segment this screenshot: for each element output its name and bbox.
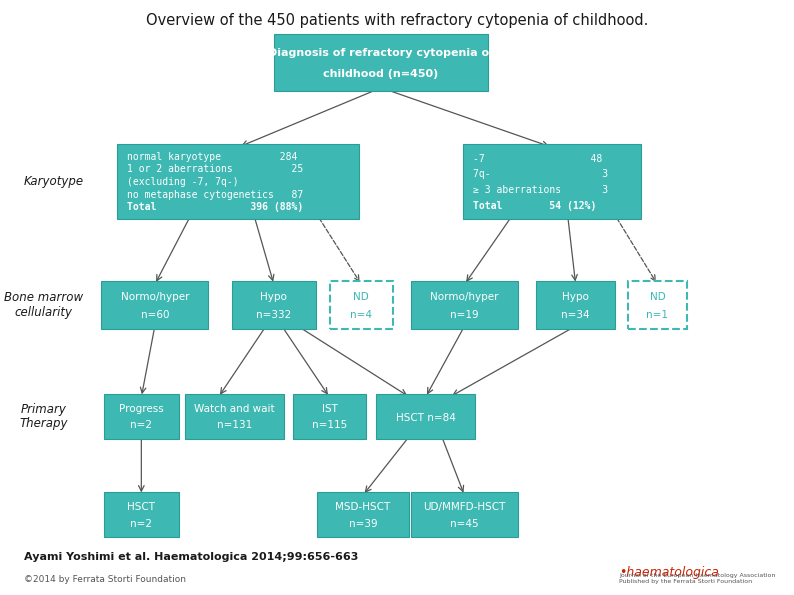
FancyBboxPatch shape bbox=[103, 493, 179, 537]
Text: Diagnosis of refractory cytopenia of: Diagnosis of refractory cytopenia of bbox=[268, 48, 494, 58]
FancyBboxPatch shape bbox=[411, 493, 518, 537]
Text: MSD-HSCT: MSD-HSCT bbox=[335, 502, 391, 512]
Text: 1 or 2 aberrations          25: 1 or 2 aberrations 25 bbox=[127, 164, 303, 174]
Text: IST: IST bbox=[322, 404, 337, 414]
FancyBboxPatch shape bbox=[102, 281, 208, 329]
FancyBboxPatch shape bbox=[627, 281, 687, 329]
Text: n=332: n=332 bbox=[256, 310, 291, 320]
Text: Hypo: Hypo bbox=[562, 292, 589, 302]
FancyBboxPatch shape bbox=[118, 144, 359, 219]
Text: n=1: n=1 bbox=[646, 310, 669, 320]
Text: childhood (n=450): childhood (n=450) bbox=[323, 69, 439, 79]
Text: 7q-                   3: 7q- 3 bbox=[472, 170, 608, 180]
Text: n=115: n=115 bbox=[312, 420, 347, 430]
Text: Hypo: Hypo bbox=[260, 292, 287, 302]
Text: Normo/hyper: Normo/hyper bbox=[430, 292, 499, 302]
FancyBboxPatch shape bbox=[411, 281, 518, 329]
Text: n=2: n=2 bbox=[130, 420, 152, 430]
Text: Overview of the 450 patients with refractory cytopenia of childhood.: Overview of the 450 patients with refrac… bbox=[146, 13, 648, 28]
Text: normal karyotype          284: normal karyotype 284 bbox=[127, 152, 298, 162]
FancyBboxPatch shape bbox=[232, 281, 315, 329]
Text: Karyotype: Karyotype bbox=[24, 175, 84, 188]
FancyBboxPatch shape bbox=[184, 394, 283, 439]
Text: Normo/hyper: Normo/hyper bbox=[121, 292, 189, 302]
FancyBboxPatch shape bbox=[330, 281, 393, 329]
FancyBboxPatch shape bbox=[293, 394, 366, 439]
FancyBboxPatch shape bbox=[536, 281, 615, 329]
Text: ND: ND bbox=[353, 292, 369, 302]
Text: Watch and wait: Watch and wait bbox=[194, 404, 275, 414]
Text: n=39: n=39 bbox=[349, 518, 377, 528]
Text: Ayami Yoshimi et al. Haematologica 2014;99:656-663: Ayami Yoshimi et al. Haematologica 2014;… bbox=[24, 552, 358, 562]
Text: no metaphase cytogenetics   87: no metaphase cytogenetics 87 bbox=[127, 190, 303, 200]
Text: ©2014 by Ferrata Storti Foundation: ©2014 by Ferrata Storti Foundation bbox=[24, 575, 186, 584]
Text: Journal of the European Haematology Association
Published by the Ferrata Storti : Journal of the European Haematology Asso… bbox=[619, 574, 776, 584]
FancyBboxPatch shape bbox=[274, 34, 488, 90]
FancyBboxPatch shape bbox=[103, 394, 179, 439]
Text: Primary
Therapy: Primary Therapy bbox=[19, 402, 68, 431]
FancyBboxPatch shape bbox=[462, 144, 641, 219]
FancyBboxPatch shape bbox=[318, 493, 408, 537]
Text: n=4: n=4 bbox=[350, 310, 372, 320]
Text: Progress: Progress bbox=[119, 404, 164, 414]
Text: n=131: n=131 bbox=[217, 420, 252, 430]
Text: UD/MMFD-HSCT: UD/MMFD-HSCT bbox=[423, 502, 506, 512]
Text: -7                  48: -7 48 bbox=[472, 154, 602, 164]
Text: •haematologica: •haematologica bbox=[619, 566, 719, 579]
Text: HSCT: HSCT bbox=[127, 502, 156, 512]
Text: ND: ND bbox=[649, 292, 665, 302]
Text: n=19: n=19 bbox=[450, 310, 479, 320]
Text: (excluding -7, 7q-): (excluding -7, 7q-) bbox=[127, 177, 239, 187]
Text: HSCT n=84: HSCT n=84 bbox=[395, 413, 456, 423]
Text: ≥ 3 aberrations       3: ≥ 3 aberrations 3 bbox=[472, 185, 608, 195]
Text: Bone marrow
cellularity: Bone marrow cellularity bbox=[4, 291, 83, 320]
Text: Total                396 (88%): Total 396 (88%) bbox=[127, 202, 303, 212]
Text: Total        54 (12%): Total 54 (12%) bbox=[472, 201, 596, 211]
Text: n=34: n=34 bbox=[561, 310, 590, 320]
Text: n=2: n=2 bbox=[130, 518, 152, 528]
FancyBboxPatch shape bbox=[376, 394, 475, 439]
Text: n=60: n=60 bbox=[141, 310, 169, 320]
Text: n=45: n=45 bbox=[450, 518, 479, 528]
